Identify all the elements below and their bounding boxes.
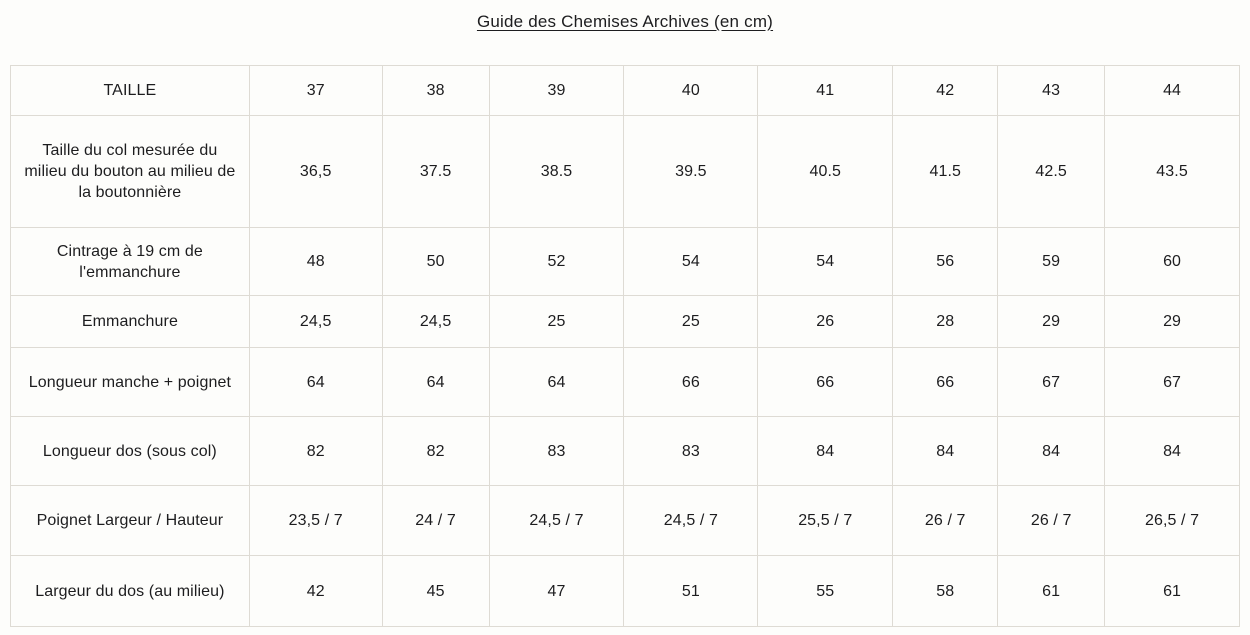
table-cell: 51 (623, 555, 759, 627)
table-cell: 24,5 / 7 (623, 485, 759, 556)
row-label: Emmanchure (10, 295, 250, 348)
table-cell: 54 (623, 227, 759, 296)
column-header-43: 43 (997, 65, 1106, 116)
table-cell: 82 (381, 416, 490, 486)
table-cell: 23,5 / 7 (248, 485, 383, 556)
table-cell: 59 (997, 227, 1106, 296)
column-header-38: 38 (381, 65, 490, 116)
page-title: Guide des Chemises Archives (en cm) (476, 12, 774, 31)
table-cell: 25 (623, 295, 759, 348)
table-cell: 54 (757, 227, 894, 296)
table-cell: 84 (1104, 416, 1240, 486)
table-cell: 56 (892, 227, 999, 296)
table-cell: 26 / 7 (892, 485, 999, 556)
table-cell: 26 (757, 295, 894, 348)
table-cell: 29 (997, 295, 1106, 348)
table-cell: 64 (381, 347, 490, 417)
table-cell: 84 (997, 416, 1106, 486)
table-cell: 39.5 (623, 115, 759, 228)
table-cell: 24 / 7 (381, 485, 490, 556)
table-cell: 66 (623, 347, 759, 417)
table-cell: 41.5 (892, 115, 999, 228)
table-cell: 26,5 / 7 (1104, 485, 1240, 556)
table-cell: 84 (757, 416, 894, 486)
table-cell: 25 (488, 295, 625, 348)
row-label: Poignet Largeur / Hauteur (10, 485, 250, 556)
table-cell: 58 (892, 555, 999, 627)
row-label: Longueur dos (sous col) (10, 416, 250, 486)
column-header-41: 41 (757, 65, 894, 116)
table-cell: 84 (892, 416, 999, 486)
table-row-longueur-dos: Longueur dos (sous col) 82 82 83 83 84 8… (10, 416, 1240, 486)
table-cell: 45 (381, 555, 490, 627)
column-header-taille: TAILLE (10, 65, 250, 116)
table-cell: 55 (757, 555, 894, 627)
table-cell: 28 (892, 295, 999, 348)
table-cell: 66 (757, 347, 894, 417)
column-header-39: 39 (488, 65, 625, 116)
table-cell: 66 (892, 347, 999, 417)
row-label: Largeur du dos (au milieu) (10, 555, 250, 627)
table-row-emmanchure: Emmanchure 24,5 24,5 25 25 26 28 29 29 (10, 295, 1240, 348)
table-cell: 42.5 (997, 115, 1106, 228)
table-cell: 50 (381, 227, 490, 296)
column-header-42: 42 (892, 65, 999, 116)
table-cell: 52 (488, 227, 625, 296)
table-cell: 61 (997, 555, 1106, 627)
table-cell: 48 (248, 227, 383, 296)
row-label: Longueur manche + poignet (10, 347, 250, 417)
table-row-poignet: Poignet Largeur / Hauteur 23,5 / 7 24 / … (10, 485, 1240, 556)
table-header-row: TAILLE 37 38 39 40 41 42 43 44 (10, 65, 1240, 116)
table-row-taille-du-col: Taille du col mesurée du milieu du bouto… (10, 115, 1240, 228)
table-cell: 47 (488, 555, 625, 627)
table-cell: 24,5 (381, 295, 490, 348)
table-cell: 38.5 (488, 115, 625, 228)
table-cell: 60 (1104, 227, 1240, 296)
table-cell: 64 (488, 347, 625, 417)
table-cell: 40.5 (757, 115, 894, 228)
column-header-37: 37 (248, 65, 383, 116)
table-cell: 29 (1104, 295, 1240, 348)
table-cell: 42 (248, 555, 383, 627)
table-cell: 82 (248, 416, 383, 486)
size-guide-table: TAILLE 37 38 39 40 41 42 43 44 Taille du… (10, 65, 1240, 627)
column-header-40: 40 (623, 65, 759, 116)
table-cell: 24,5 / 7 (488, 485, 625, 556)
table-cell: 24,5 (248, 295, 383, 348)
table-cell: 43.5 (1104, 115, 1240, 228)
row-label: Taille du col mesurée du milieu du bouto… (10, 115, 250, 228)
table-cell: 26 / 7 (997, 485, 1106, 556)
table-row-largeur-dos: Largeur du dos (au milieu) 42 45 47 51 5… (10, 555, 1240, 627)
table-row-cintrage: Cintrage à 19 cm de l'emmanchure 48 50 5… (10, 227, 1240, 296)
table-cell: 36,5 (248, 115, 383, 228)
table-cell: 64 (248, 347, 383, 417)
row-label: Cintrage à 19 cm de l'emmanchure (10, 227, 250, 296)
table-cell: 67 (1104, 347, 1240, 417)
table-row-longueur-manche: Longueur manche + poignet 64 64 64 66 66… (10, 347, 1240, 417)
table-cell: 61 (1104, 555, 1240, 627)
table-cell: 67 (997, 347, 1106, 417)
table-cell: 83 (488, 416, 625, 486)
table-cell: 25,5 / 7 (757, 485, 894, 556)
table-cell: 83 (623, 416, 759, 486)
column-header-44: 44 (1104, 65, 1240, 116)
table-cell: 37.5 (381, 115, 490, 228)
